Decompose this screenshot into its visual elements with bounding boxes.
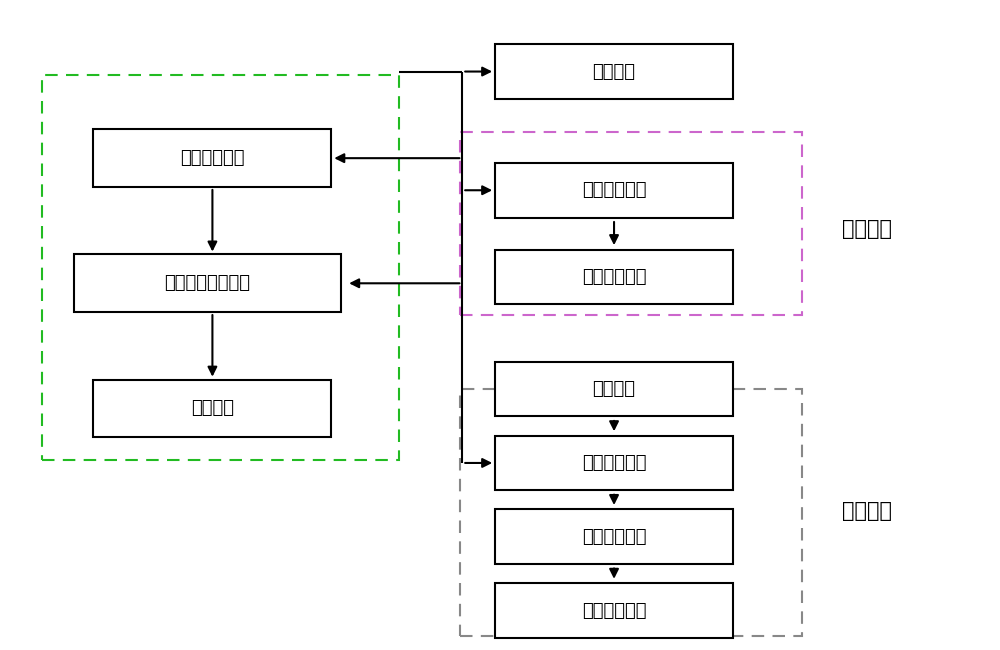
Text: 考核模块: 考核模块: [842, 501, 892, 521]
Bar: [495, 362, 733, 417]
Bar: [495, 510, 733, 564]
Text: 登陆模块: 登陆模块: [593, 380, 636, 398]
Bar: [495, 583, 733, 638]
Bar: [93, 380, 331, 437]
Bar: [495, 44, 733, 99]
Bar: [42, 75, 399, 460]
Bar: [74, 254, 341, 312]
Bar: [460, 389, 802, 636]
Text: 三维场景生成模块: 三维场景生成模块: [164, 274, 250, 292]
Bar: [495, 436, 733, 490]
Bar: [460, 133, 802, 315]
Bar: [495, 163, 733, 218]
Text: 预案存储模块: 预案存储模块: [180, 149, 245, 167]
Text: 练习模块: 练习模块: [842, 219, 892, 239]
Text: 预案选择模块: 预案选择模块: [582, 181, 646, 200]
Text: 预案下发模块: 预案下发模块: [582, 454, 646, 472]
Text: 成绩统计模块: 成绩统计模块: [582, 528, 646, 546]
Text: 成绩上传模块: 成绩上传模块: [582, 601, 646, 619]
Text: 显示模块: 显示模块: [191, 399, 234, 417]
Bar: [93, 129, 331, 187]
Text: 教学模块: 教学模块: [593, 62, 636, 81]
Text: 辅助练习模块: 辅助练习模块: [582, 268, 646, 286]
Bar: [495, 250, 733, 304]
